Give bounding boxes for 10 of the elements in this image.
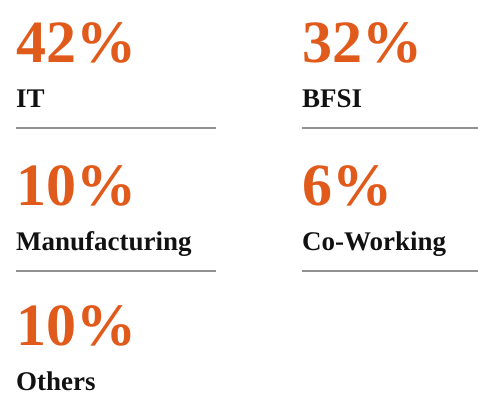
- data-label: 32%: [302, 9, 422, 75]
- data-label: 6%: [302, 152, 392, 218]
- category-label: IT: [16, 83, 45, 113]
- category-label: Others: [16, 366, 96, 396]
- data-label: 10%: [16, 292, 136, 358]
- category-label: Manufacturing: [16, 226, 192, 256]
- data-label: 42%: [16, 9, 136, 75]
- data-label: 10%: [16, 152, 136, 218]
- category-label: BFSI: [302, 83, 362, 113]
- category-label: Co-Working: [302, 226, 447, 256]
